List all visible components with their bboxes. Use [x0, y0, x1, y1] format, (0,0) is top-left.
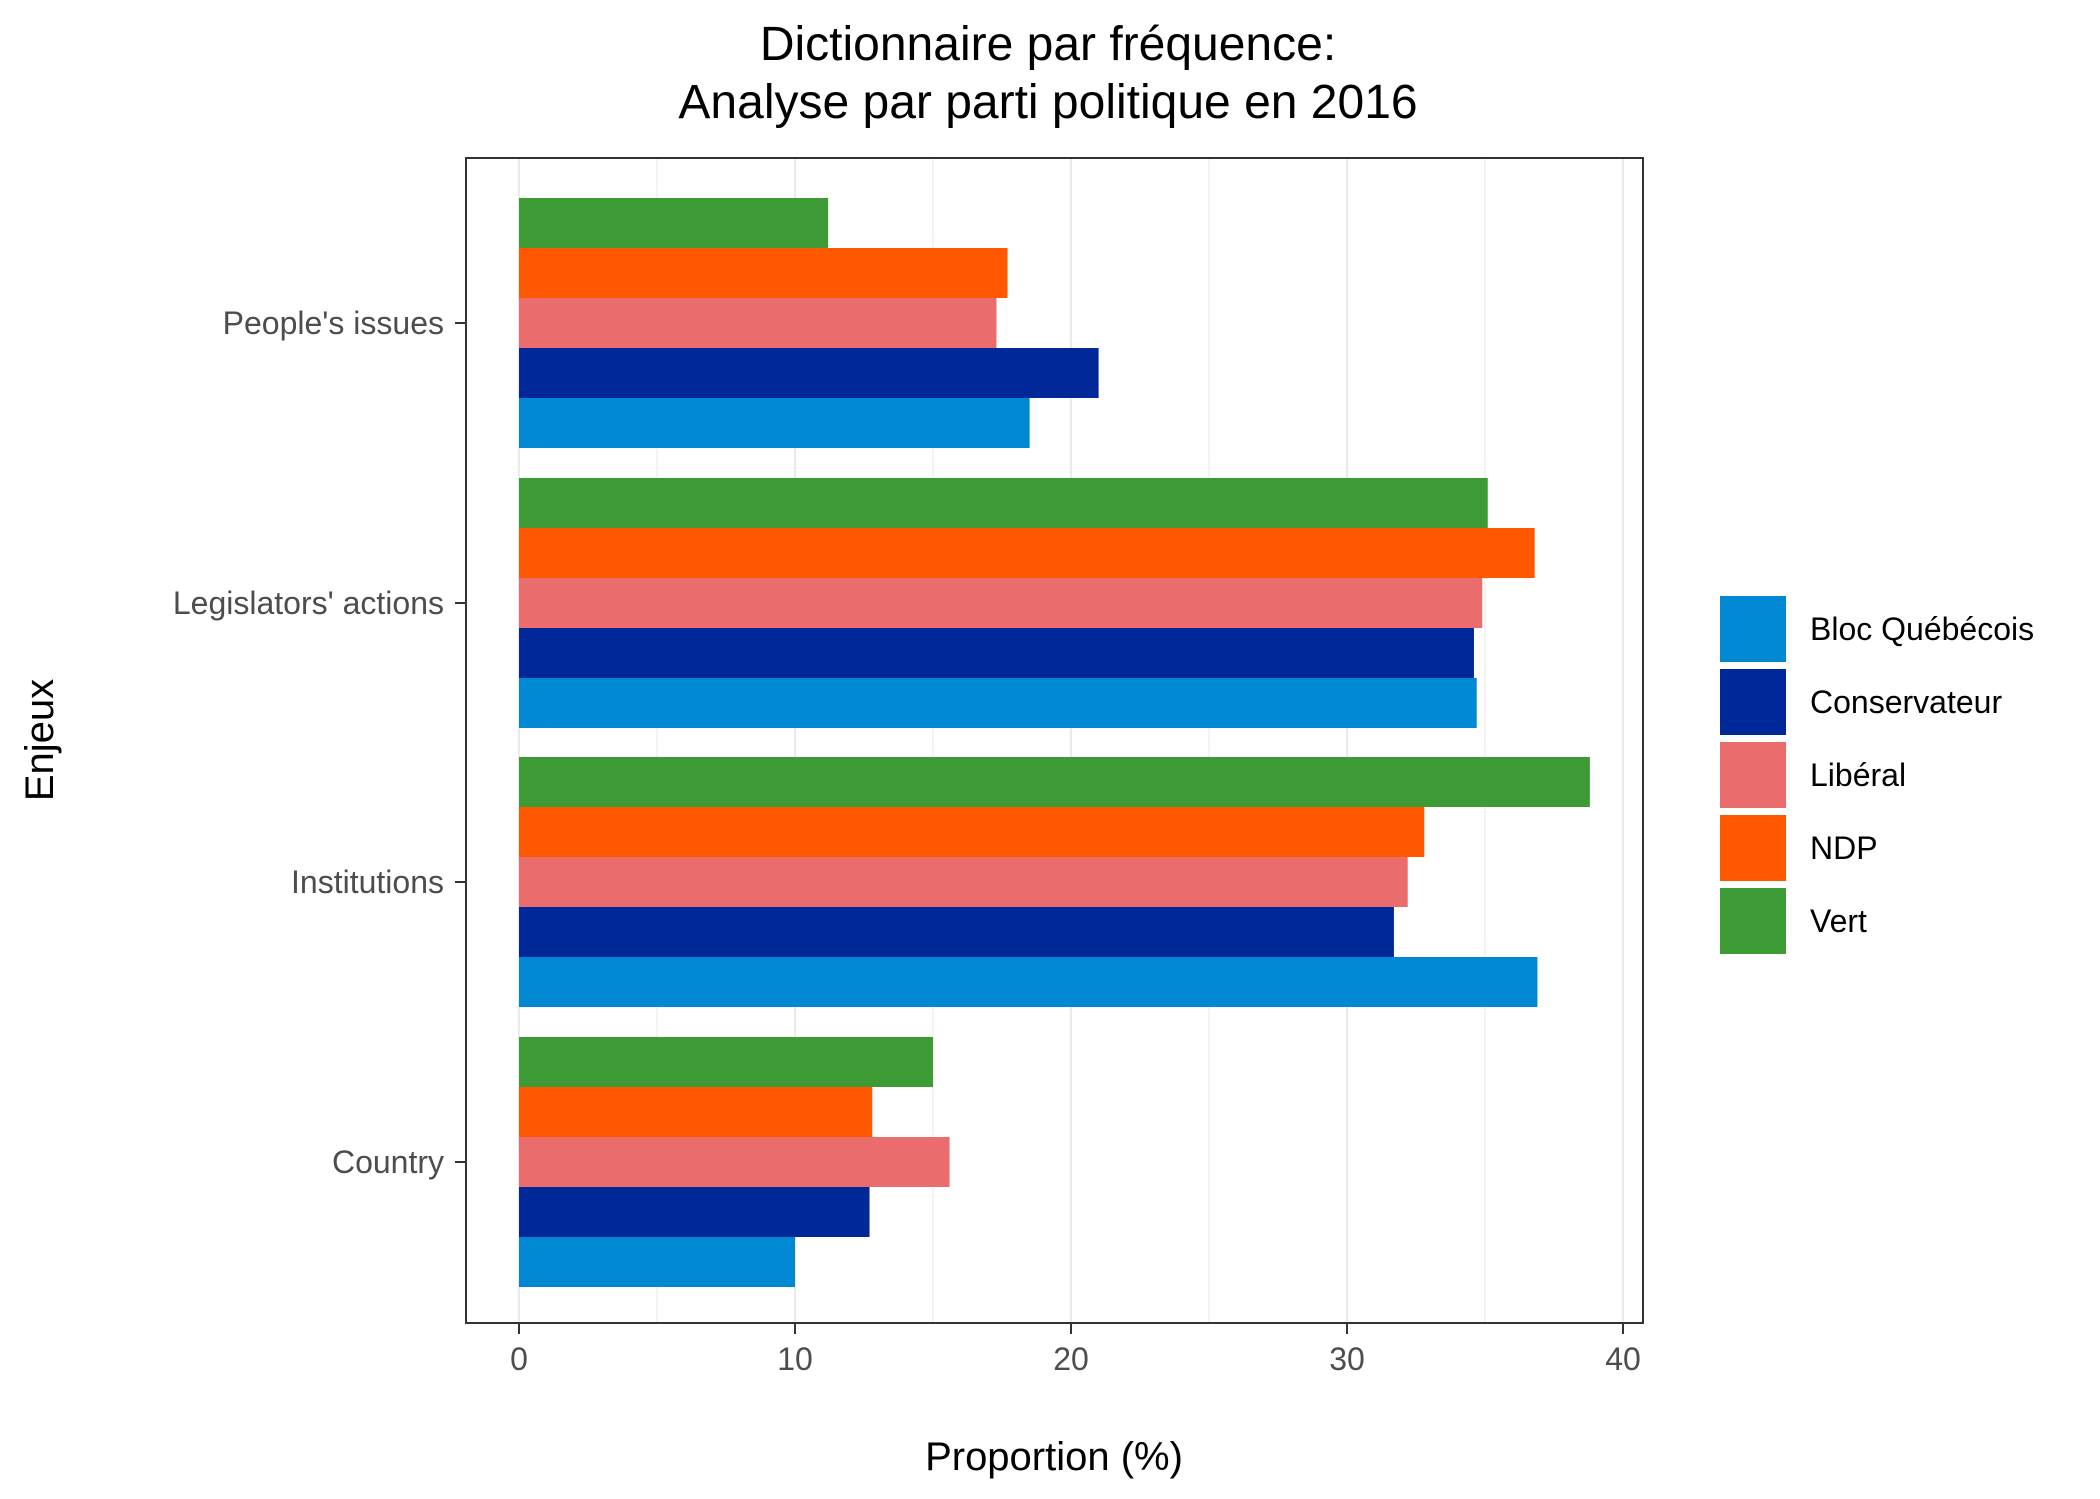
y-axis: People's issues Legislators' actions Insti…: [173, 305, 466, 1180]
legend-key: [1718, 667, 1788, 737]
bar-legislators-actions-bloc-qu-b-cois: [519, 678, 1477, 728]
legend-key: [1718, 594, 1788, 664]
legend: Bloc Québécois Conservateur Libéral NDP Vert: [1718, 594, 2034, 956]
x-tick-label: 0: [510, 1341, 528, 1377]
bar-legislators-actions-conservateur: [519, 628, 1474, 678]
bar-legislators-actions-vert: [519, 478, 1488, 528]
legend-label: Vert: [1810, 903, 1867, 939]
x-axis: 0 10 20 30 40: [510, 1323, 1641, 1377]
bar-people-s-issues-ndp: [519, 248, 1008, 298]
y-tick-label: Legislators' actions: [173, 585, 444, 621]
y-tick-label: People's issues: [223, 305, 444, 341]
legend-label: Libéral: [1810, 757, 1906, 793]
bar-legislators-actions-lib-ral: [519, 578, 1483, 628]
bar-country-lib-ral: [519, 1137, 950, 1187]
chart-title-line-1: Dictionnaire par fréquence:: [760, 18, 1336, 71]
bar-country-conservateur: [519, 1187, 870, 1237]
bar-people-s-issues-conservateur: [519, 348, 1099, 398]
x-tick-label: 40: [1605, 1341, 1641, 1377]
bar-institutions-vert: [519, 757, 1590, 807]
bar-country-vert: [519, 1037, 933, 1087]
x-tick-label: 10: [777, 1341, 813, 1377]
y-tick-label: Institutions: [291, 864, 444, 900]
bar-country-ndp: [519, 1087, 873, 1137]
bar-institutions-ndp: [519, 807, 1425, 857]
y-axis-title: Enjeux: [18, 679, 62, 801]
chart-title-line-2: Analyse par parti politique en 2016: [678, 76, 1417, 129]
bar-people-s-issues-lib-ral: [519, 298, 997, 348]
bar-people-s-issues-bloc-qu-b-cois: [519, 398, 1030, 448]
bar-institutions-lib-ral: [519, 857, 1408, 907]
legend-key: [1718, 813, 1788, 883]
y-tick-label: Country: [332, 1144, 444, 1180]
bar-legislators-actions-ndp: [519, 528, 1535, 578]
x-tick-label: 30: [1329, 1341, 1365, 1377]
legend-label: Conservateur: [1810, 684, 2002, 720]
legend-label: Bloc Québécois: [1810, 611, 2034, 647]
bar-people-s-issues-vert: [519, 198, 829, 248]
x-axis-title: Proportion (%): [925, 1435, 1183, 1479]
legend-key: [1718, 740, 1788, 810]
bars: [519, 198, 1590, 1287]
legend-key: [1718, 886, 1788, 956]
x-tick-label: 20: [1053, 1341, 1089, 1377]
legend-label: NDP: [1810, 830, 1878, 866]
plot-border: [465, 157, 1644, 1324]
bar-country-bloc-qu-b-cois: [519, 1237, 795, 1287]
bar-institutions-conservateur: [519, 907, 1394, 957]
bar-institutions-bloc-qu-b-cois: [519, 957, 1538, 1007]
